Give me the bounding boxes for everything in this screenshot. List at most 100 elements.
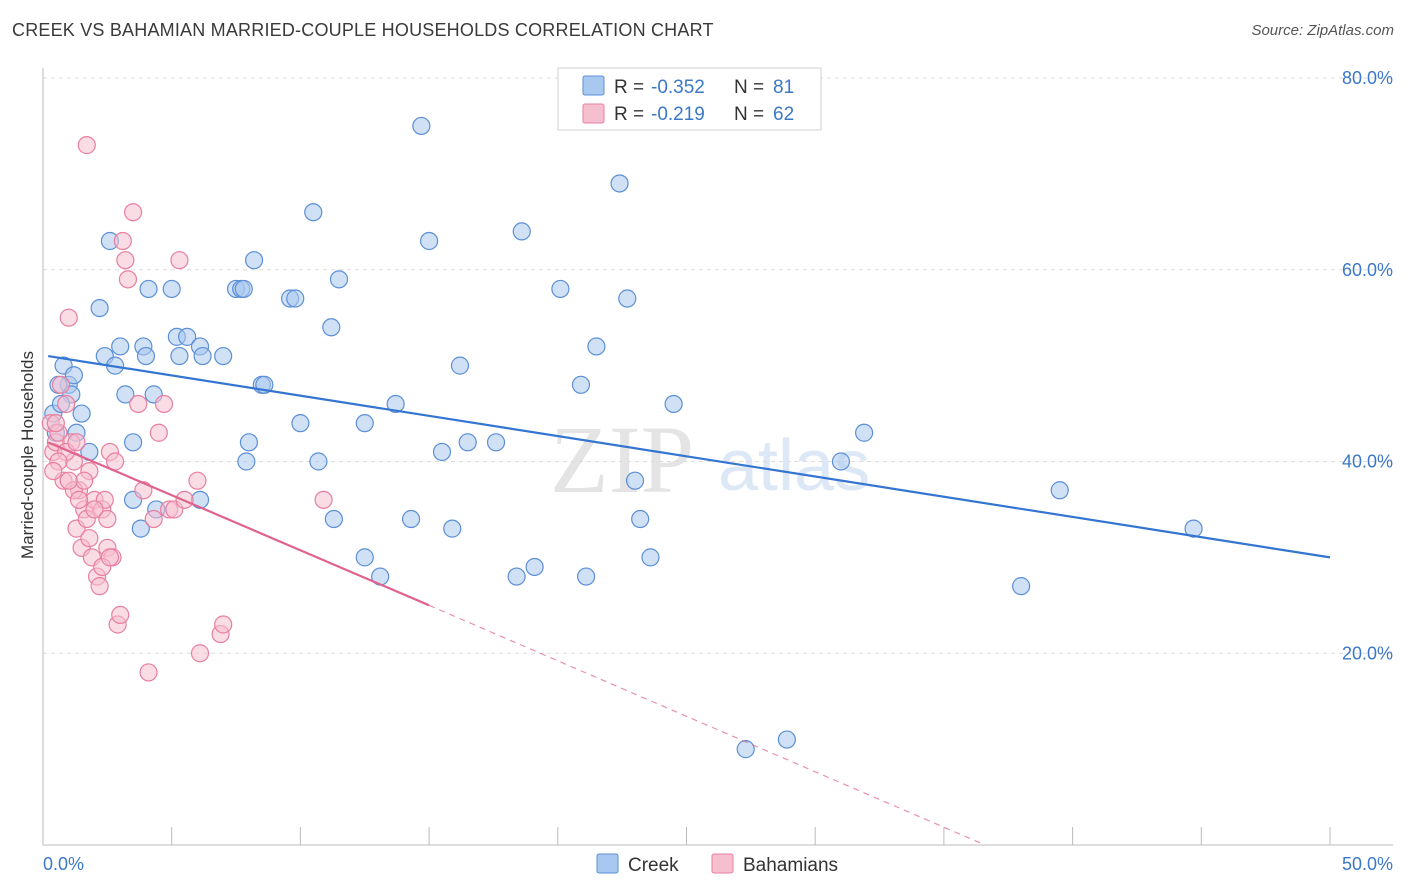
bahamians-trend-extension: [428, 604, 986, 846]
x-tick-label-min: 0.0%: [43, 854, 84, 874]
axes: [42, 68, 1393, 846]
creek-point: [420, 231, 439, 251]
gridlines: [43, 77, 1393, 654]
creek-point: [90, 299, 109, 318]
creek-point: [139, 279, 158, 299]
legend: R = -0.352 N = 81 R = -0.219 N = 62: [557, 67, 822, 131]
bahamians-point: [118, 270, 138, 289]
bahamians-point: [134, 481, 153, 500]
trend-lines: [47, 354, 1331, 846]
bahamians-point: [154, 394, 174, 414]
bahamians-point: [129, 394, 148, 414]
creek-point: [355, 548, 374, 567]
creek-point: [324, 509, 343, 529]
creek-point: [618, 289, 637, 308]
creek-point: [507, 567, 526, 586]
creek-point: [162, 279, 181, 299]
bahamians-point: [67, 433, 86, 452]
watermark-zip: ZIP: [550, 406, 694, 513]
creek-points: [44, 116, 1203, 759]
creek-point: [401, 509, 421, 529]
bahamians-point: [113, 231, 132, 251]
legend-bahamians-r-value: -0.219: [651, 104, 705, 125]
creek-point: [244, 251, 264, 270]
creek-point: [131, 519, 150, 538]
bottom-legend: Creek Bahamians: [596, 853, 838, 876]
creek-point: [291, 414, 310, 433]
bahamians-point: [111, 605, 130, 625]
bahamians-point: [190, 644, 210, 663]
creek-point: [432, 442, 452, 462]
bahamians-point: [170, 251, 189, 270]
creek-point: [1050, 481, 1069, 500]
creek-point: [736, 740, 755, 759]
creek-point: [322, 318, 341, 337]
creek-point: [234, 279, 253, 299]
bahamians-point: [188, 471, 207, 490]
chart-title: CREEK VS BAHAMIAN MARRIED-COUPLE HOUSEHO…: [12, 20, 714, 40]
creek-point: [1012, 577, 1031, 596]
bottom-legend-bahamians-swatch: [711, 853, 734, 874]
creek-point: [412, 116, 431, 136]
creek-point: [855, 423, 874, 442]
bottom-legend-creek-swatch: [596, 853, 619, 874]
bahamians-point: [98, 509, 117, 529]
creek-point: [831, 452, 851, 471]
y-tick-label-60: 60.0%: [1342, 260, 1393, 280]
creek-point: [116, 385, 135, 404]
y-tick-label-20: 20.0%: [1342, 643, 1393, 663]
bahamians-point: [59, 308, 78, 327]
bahamians-point: [214, 615, 233, 634]
creek-point: [178, 327, 197, 346]
legend-bahamians-n-value: 62: [773, 104, 794, 125]
bottom-legend-bahamians-label: Bahamians: [743, 855, 838, 876]
bahamians-point: [85, 500, 104, 519]
legend-bahamians-swatch: [582, 103, 605, 124]
bottom-legend-creek-label: Creek: [628, 855, 679, 876]
creek-point: [443, 519, 462, 538]
creek-point: [641, 548, 660, 567]
creek-point: [610, 174, 629, 193]
creek-point: [237, 452, 256, 471]
bahamians-trend-line: [47, 441, 430, 607]
legend-creek-r-label: R =: [614, 77, 644, 98]
x-tick-label-max: 50.0%: [1342, 854, 1393, 874]
legend-creek-swatch: [582, 75, 605, 96]
creek-point: [664, 394, 683, 414]
creek-point: [577, 567, 596, 586]
bahamians-point: [314, 490, 333, 509]
creek-point: [450, 356, 470, 375]
creek-point: [309, 452, 328, 471]
bahamians-point: [90, 577, 109, 596]
creek-point: [72, 404, 91, 423]
creek-point: [136, 346, 156, 366]
bahamians-point: [123, 203, 143, 222]
legend-bahamians-r-label: R =: [614, 104, 644, 125]
bahamians-point: [100, 548, 120, 567]
bahamians-point: [59, 471, 78, 490]
y-axis-label: Married-couple Households: [18, 351, 37, 559]
creek-point: [193, 346, 212, 366]
y-tick-label-80: 80.0%: [1342, 68, 1393, 88]
creek-point: [486, 433, 506, 452]
creek-point: [355, 414, 374, 433]
bahamians-point: [144, 509, 163, 529]
bahamians-point: [75, 471, 94, 490]
bahamians-point: [44, 461, 63, 481]
legend-creek-r-value: -0.352: [651, 77, 705, 98]
bahamians-point: [51, 375, 71, 394]
creek-point: [170, 346, 189, 366]
creek-point: [286, 289, 305, 308]
bahamians-point: [57, 394, 76, 414]
creek-point: [239, 433, 259, 452]
legend-creek-n-label: N =: [734, 77, 764, 98]
y-tick-labels: 80.0% 60.0% 40.0% 20.0%: [1342, 68, 1393, 663]
creek-trend-line: [47, 354, 1331, 559]
creek-point: [1184, 519, 1203, 538]
creek-point: [214, 346, 233, 366]
creek-point: [64, 366, 83, 385]
creek-point: [123, 433, 143, 452]
creek-point: [525, 557, 544, 577]
creek-point: [386, 394, 405, 414]
